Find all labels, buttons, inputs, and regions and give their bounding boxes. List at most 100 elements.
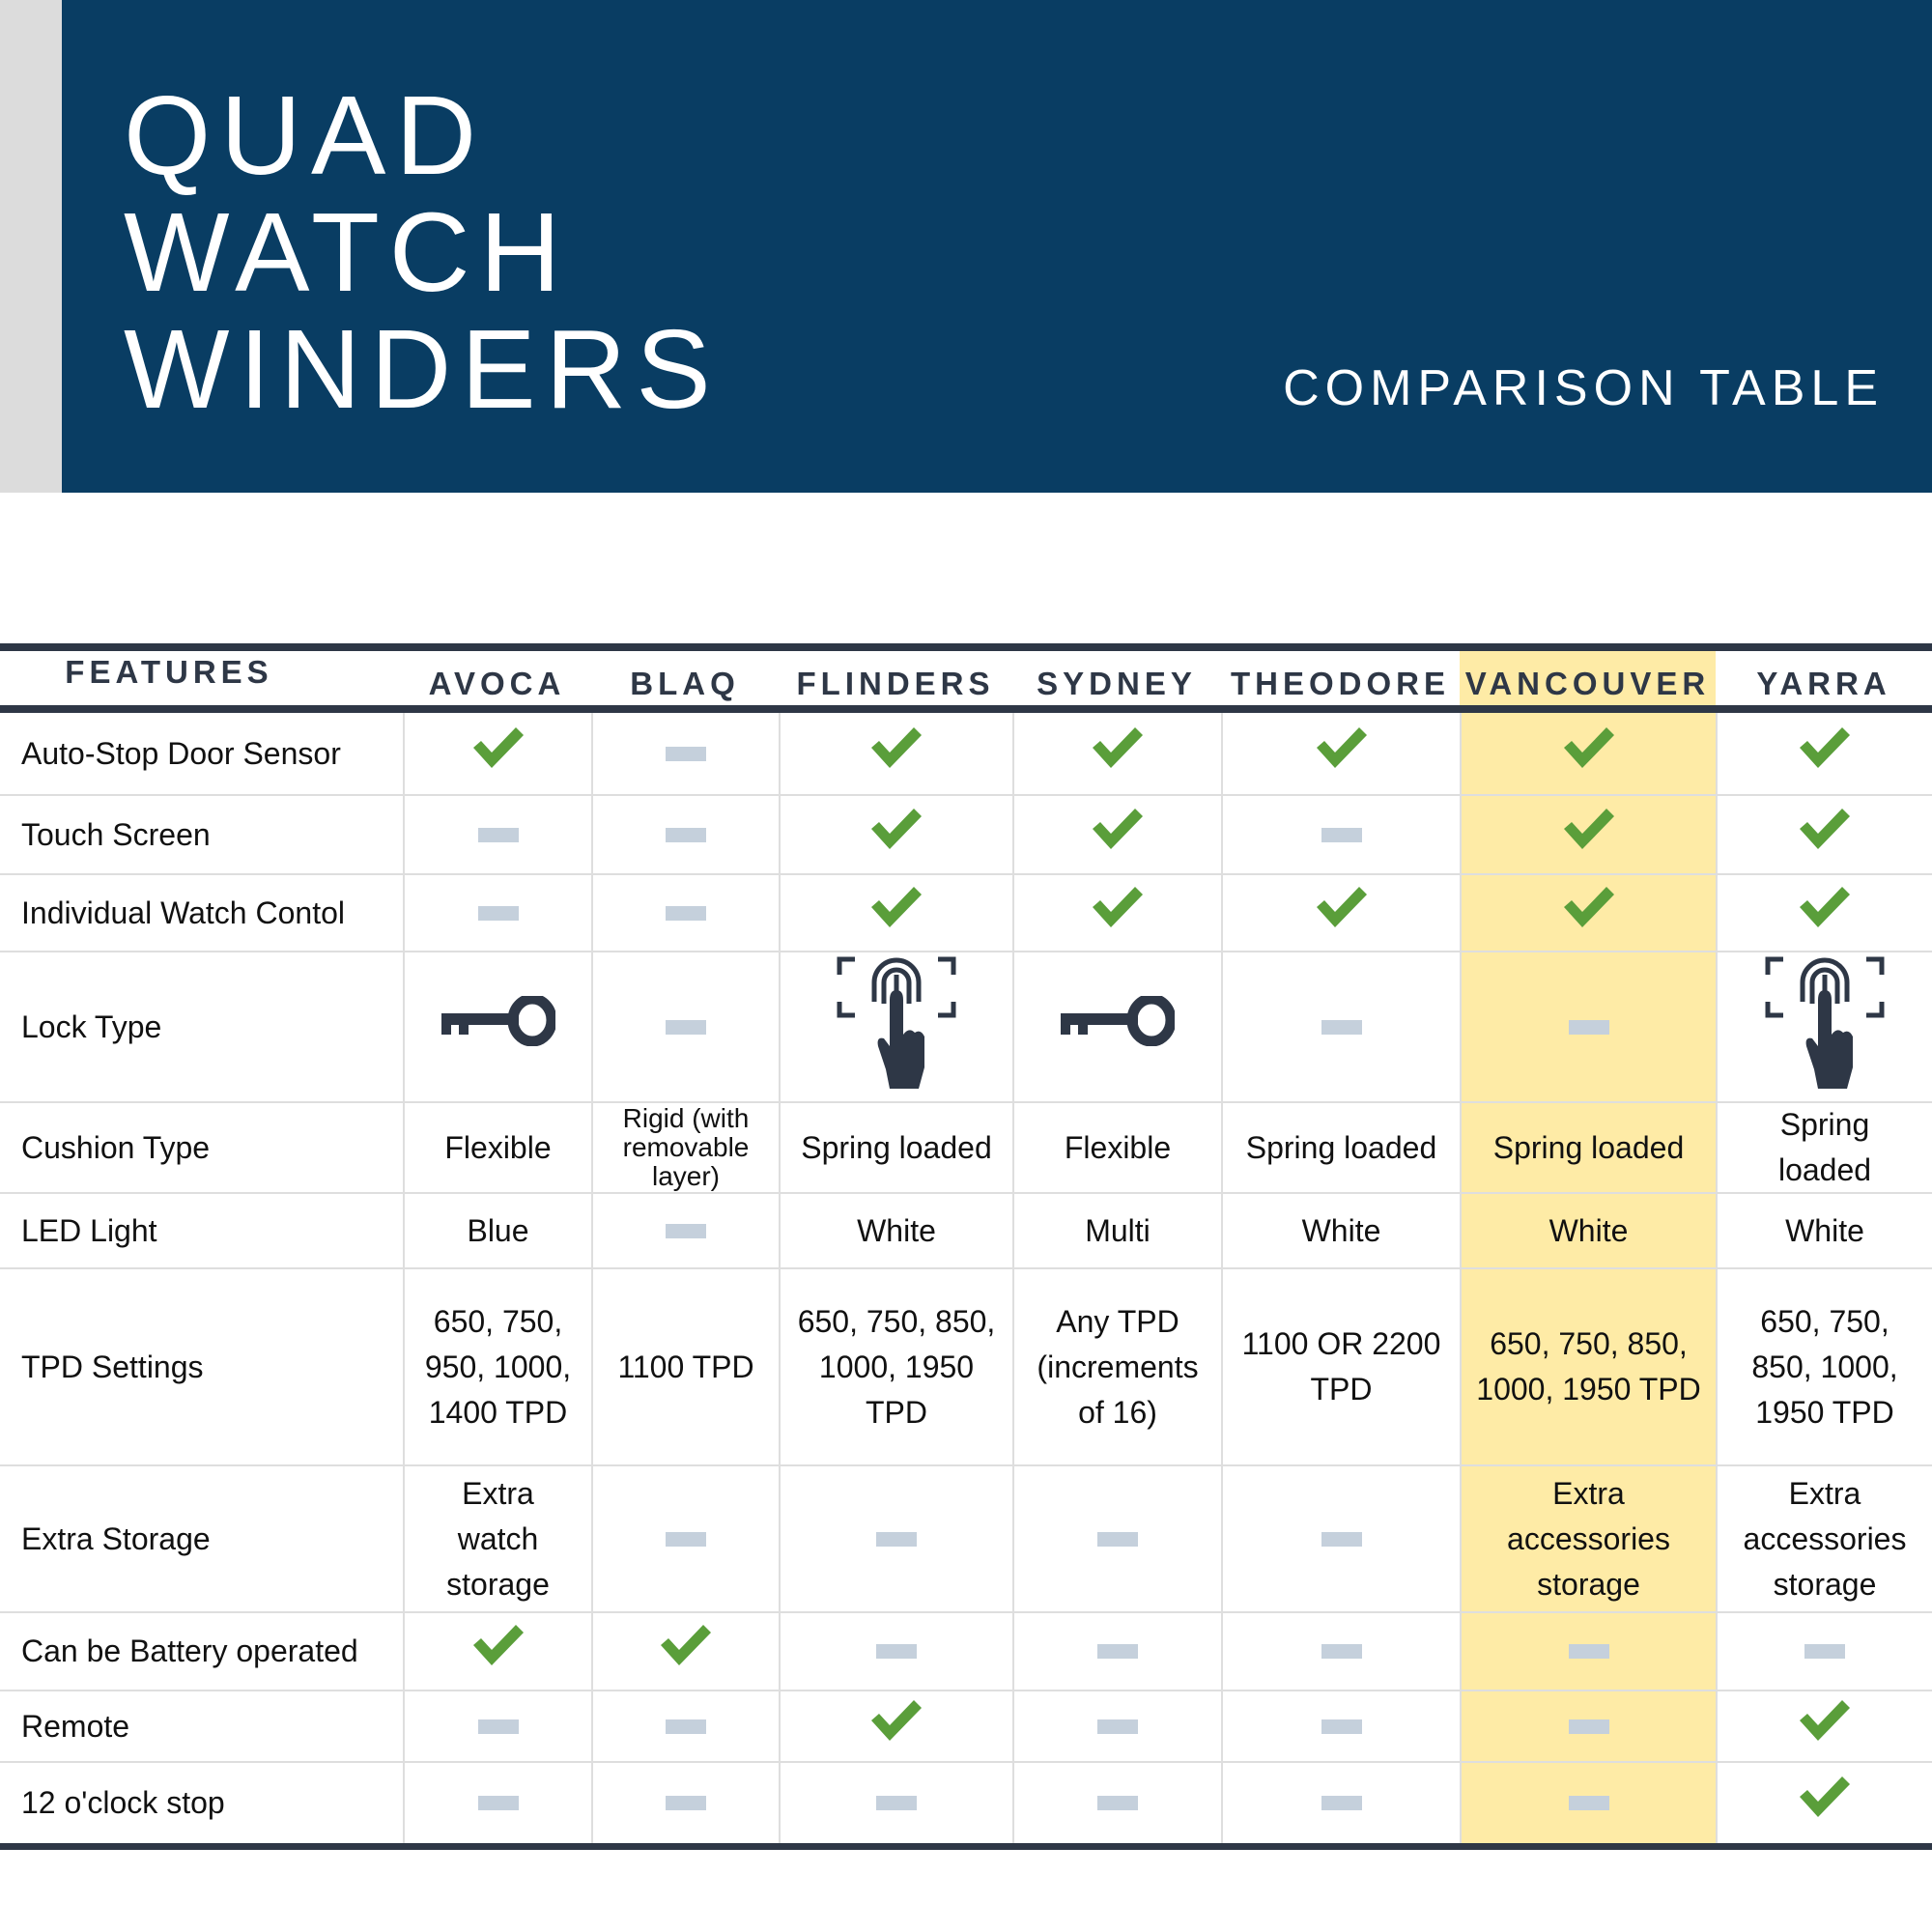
- page-subtitle: COMPARISON TABLE: [1283, 360, 1884, 416]
- check-icon-graphic: [871, 886, 922, 927]
- divider: [0, 1843, 1932, 1850]
- table-cell-key: [403, 952, 591, 1101]
- dash-icon: [1321, 1644, 1362, 1659]
- check-icon: [1562, 808, 1616, 863]
- check-icon: [869, 808, 923, 863]
- table-cell-text: Multi: [1012, 1194, 1221, 1267]
- table-cell-dash: [1221, 1613, 1460, 1690]
- dash-icon: [1321, 1719, 1362, 1734]
- table-cell-dash: [591, 875, 779, 951]
- dash-icon: [1568, 1644, 1609, 1659]
- table-cell-dash: [1012, 1691, 1221, 1761]
- table-row: Auto-Stop Door Sensor: [0, 713, 1932, 796]
- dash-icon: [1097, 1796, 1138, 1810]
- table-cell-check: [403, 713, 591, 794]
- feature-label: Remote: [21, 1708, 130, 1744]
- table-cell-dash: [1012, 1613, 1221, 1690]
- table-cell-text: Extra watch storage: [403, 1466, 591, 1611]
- table-cell-dash: [1460, 1763, 1716, 1843]
- dash-icon: [477, 1719, 519, 1734]
- table-cell-check: [1012, 713, 1221, 794]
- feature-label: Auto-Stop Door Sensor: [21, 735, 341, 771]
- dash-icon: [876, 1796, 917, 1810]
- dash-icon: [666, 1796, 706, 1810]
- table-cell-dash: [1221, 1466, 1460, 1611]
- column-header-yarra: YARRA: [1756, 666, 1891, 701]
- table-cell-check: [779, 875, 1012, 951]
- table-row: Touch Screen: [0, 796, 1932, 875]
- table-cell-dash: [403, 875, 591, 951]
- table-cell-check: [403, 1613, 591, 1690]
- fingerprint-touch-icon-graphic: [837, 956, 956, 1089]
- check-icon: [471, 1624, 526, 1679]
- check-icon: [869, 726, 923, 781]
- dash-icon: [1321, 1796, 1362, 1810]
- table-cell-check: [779, 1691, 1012, 1761]
- table-cell-check: [1716, 875, 1932, 951]
- table-cell-dash: [591, 952, 779, 1101]
- check-icon-graphic: [1093, 726, 1143, 768]
- header-features: FEATURES: [65, 654, 273, 690]
- table-cell-dash: [591, 713, 779, 794]
- table-cell-dash: [1012, 1466, 1221, 1611]
- dash-icon: [1321, 1531, 1362, 1547]
- table-cell-text: Extra accessories storage: [1716, 1466, 1932, 1611]
- column-header-blaq: BLAQ: [630, 666, 740, 701]
- table-cell-fingerprint: [1716, 952, 1932, 1101]
- table-cell-dash: [403, 796, 591, 873]
- dash-icon: [1804, 1644, 1845, 1659]
- check-icon-graphic: [472, 726, 524, 768]
- table-cell-fingerprint: [779, 952, 1012, 1101]
- check-icon-graphic: [1563, 726, 1614, 768]
- table-cell-dash: [591, 796, 779, 873]
- dash-icon: [477, 827, 519, 842]
- table-cell-check: [1716, 713, 1932, 794]
- check-icon-graphic: [1800, 1776, 1850, 1817]
- check-icon: [1315, 886, 1369, 941]
- dash-icon: [1321, 1019, 1362, 1035]
- check-icon: [1315, 726, 1369, 781]
- title-line: WINDERS: [124, 306, 721, 432]
- table-cell-dash: [591, 1763, 779, 1843]
- table-cell-text: 650, 750, 850, 1000, 1950 TPD: [779, 1269, 1012, 1464]
- check-icon-graphic: [1800, 1699, 1850, 1741]
- check-icon: [1798, 808, 1852, 863]
- dash-icon: [666, 1223, 706, 1238]
- table-cell-dash: [1221, 796, 1460, 873]
- table-row: LED Light Blue White Multi White White White: [0, 1194, 1932, 1269]
- check-icon-graphic: [1800, 886, 1850, 927]
- dash-icon: [1097, 1719, 1138, 1734]
- check-icon-graphic: [1316, 886, 1367, 927]
- table-row: Extra Storage Extra watch storage Extra ac…: [0, 1466, 1932, 1613]
- dash-icon: [1097, 1531, 1138, 1547]
- fingerprint-touch-icon-graphic: [1765, 956, 1885, 1089]
- check-icon-graphic: [1800, 808, 1850, 849]
- feature-label: Touch Screen: [21, 816, 211, 852]
- table-row: 12 o'clock stop: [0, 1763, 1932, 1843]
- dash-icon: [876, 1531, 917, 1547]
- check-icon-graphic: [1093, 886, 1143, 927]
- check-icon-graphic: [661, 1625, 711, 1665]
- table-cell-text: Spring loaded: [1716, 1103, 1932, 1192]
- table-cell-dash: [1460, 952, 1716, 1101]
- table-row: Remote: [0, 1691, 1932, 1763]
- table-cell-check: [1012, 796, 1221, 873]
- key-icon: [440, 993, 556, 1059]
- check-icon: [1091, 726, 1145, 781]
- table-row: Cushion Type Flexible Rigid (with removabl…: [0, 1103, 1932, 1194]
- table-cell-text: White: [1716, 1194, 1932, 1267]
- dash-icon: [666, 1719, 706, 1734]
- left-gray-strip: [0, 0, 62, 493]
- table-cell-text: White: [1221, 1194, 1460, 1267]
- feature-label: Lock Type: [21, 1009, 162, 1044]
- check-icon: [471, 726, 526, 781]
- check-icon: [869, 1699, 923, 1754]
- table-row: TPD Settings 650, 750, 950, 1000, 1400 TP…: [0, 1269, 1932, 1466]
- feature-label: Can be Battery operated: [21, 1634, 358, 1668]
- table-cell-text: 650, 750, 850, 1000, 1950 TPD: [1716, 1269, 1932, 1464]
- table-cell-text: White: [779, 1194, 1012, 1267]
- key-icon-graphic: [440, 993, 556, 1046]
- table-cell-text: White: [1460, 1194, 1716, 1267]
- dash-icon: [666, 1531, 706, 1547]
- check-icon-graphic: [1316, 726, 1367, 768]
